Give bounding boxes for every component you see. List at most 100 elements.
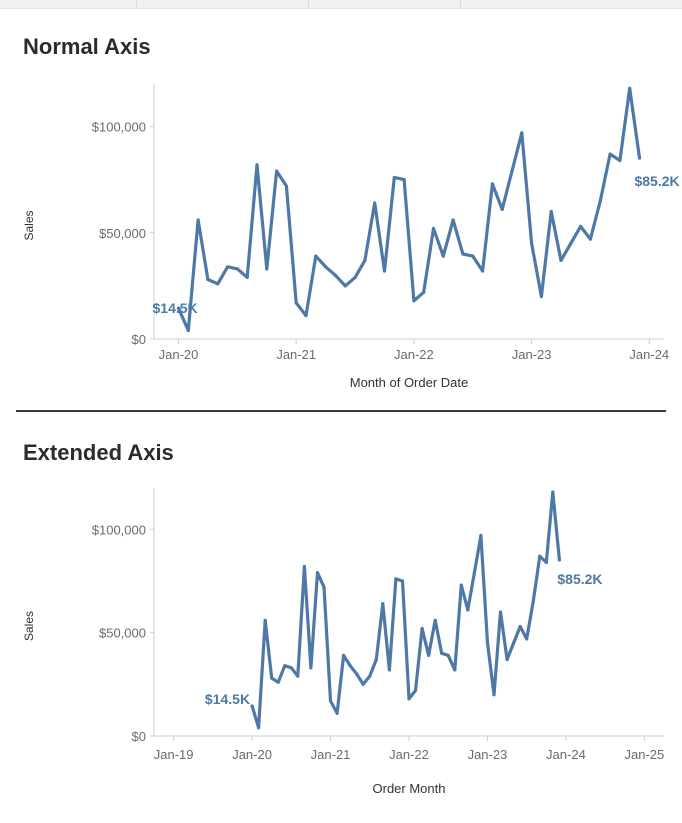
data-point[interactable] [361, 682, 365, 686]
sales-line[interactable] [250, 490, 562, 730]
sales-line[interactable] [176, 86, 642, 333]
data-point[interactable] [294, 301, 298, 305]
data-point[interactable] [539, 294, 544, 299]
data-point[interactable] [479, 533, 483, 538]
data-point[interactable] [381, 602, 385, 606]
data-point[interactable] [431, 226, 436, 231]
data-point[interactable] [353, 275, 357, 279]
data-point[interactable] [373, 201, 377, 205]
data-point[interactable] [368, 674, 372, 678]
data-point[interactable] [382, 269, 387, 273]
data-point[interactable] [525, 637, 529, 641]
data-point[interactable] [618, 158, 622, 163]
data-point[interactable] [538, 554, 542, 558]
extended-axis-chart[interactable]: $0 $50,000 $100,000 Jan-19 Jan-20 Jan-21 Jan-2… [0, 414, 682, 823]
data-point[interactable] [335, 711, 339, 715]
data-point[interactable] [324, 265, 328, 269]
data-point[interactable] [500, 207, 504, 211]
data-point[interactable] [283, 664, 287, 668]
data-point[interactable] [588, 237, 593, 241]
data-point[interactable] [348, 664, 352, 668]
data-point[interactable] [328, 699, 333, 703]
data-point[interactable] [598, 199, 602, 203]
data-point[interactable] [472, 571, 476, 575]
data-point[interactable] [518, 624, 522, 629]
data-point[interactable] [505, 657, 509, 662]
data-point[interactable] [420, 626, 424, 631]
data-point[interactable] [257, 726, 261, 730]
data-point[interactable] [498, 610, 503, 614]
data-point[interactable] [296, 674, 300, 678]
data-point[interactable] [637, 156, 642, 160]
data-point[interactable] [343, 284, 347, 288]
data-point[interactable] [196, 218, 200, 222]
data-point[interactable] [579, 224, 583, 228]
data-point[interactable] [446, 653, 450, 657]
data-point[interactable] [304, 314, 308, 318]
data-point[interactable] [206, 277, 210, 282]
data-point[interactable] [186, 328, 190, 333]
data-point[interactable] [441, 254, 445, 258]
data-point[interactable] [628, 86, 632, 90]
data-point[interactable] [510, 169, 514, 173]
data-point[interactable] [412, 299, 416, 303]
data-point[interactable] [413, 688, 418, 693]
data-point[interactable] [289, 666, 293, 670]
data-point[interactable] [466, 608, 470, 612]
data-point[interactable] [490, 182, 494, 186]
data-point[interactable] [270, 676, 274, 680]
data-point[interactable] [226, 265, 230, 269]
data-point[interactable] [265, 267, 269, 271]
data-point[interactable] [315, 571, 320, 575]
data-point[interactable] [394, 577, 398, 581]
data-point[interactable] [276, 680, 280, 684]
data-point[interactable] [302, 564, 306, 569]
data-point[interactable] [459, 583, 463, 587]
data-point[interactable] [530, 241, 534, 245]
data-point[interactable] [520, 131, 524, 135]
data-point[interactable] [559, 258, 563, 262]
data-point[interactable] [355, 672, 359, 676]
data-point[interactable] [453, 668, 457, 672]
data-point[interactable] [284, 184, 288, 188]
data-point[interactable] [176, 306, 181, 310]
data-point[interactable] [511, 641, 516, 645]
data-point[interactable] [309, 666, 313, 670]
data-point[interactable] [485, 641, 490, 645]
data-point[interactable] [461, 252, 465, 256]
data-point[interactable] [400, 579, 405, 583]
data-point[interactable] [422, 290, 426, 294]
data-point[interactable] [342, 653, 346, 657]
data-point[interactable] [333, 273, 337, 277]
data-point[interactable] [275, 169, 279, 173]
data-point[interactable] [551, 490, 555, 494]
data-point[interactable] [263, 618, 267, 622]
data-point[interactable] [392, 175, 396, 180]
data-point[interactable] [402, 178, 406, 182]
data-point[interactable] [322, 585, 326, 589]
data-point[interactable] [235, 267, 239, 271]
data-point[interactable] [440, 651, 444, 655]
data-point[interactable] [471, 254, 475, 258]
data-point[interactable] [374, 657, 378, 662]
data-point[interactable] [557, 558, 562, 562]
data-point[interactable] [216, 282, 220, 286]
data-point[interactable] [492, 693, 496, 697]
data-point[interactable] [481, 269, 485, 273]
data-point[interactable] [245, 275, 249, 279]
data-point[interactable] [549, 209, 553, 214]
data-point[interactable] [387, 668, 391, 672]
data-point[interactable] [427, 653, 431, 657]
data-point[interactable] [451, 218, 455, 222]
data-point[interactable] [255, 163, 259, 167]
data-point[interactable] [569, 241, 573, 245]
data-point[interactable] [314, 254, 318, 258]
data-point[interactable] [433, 618, 437, 622]
data-point[interactable] [363, 258, 367, 262]
normal-axis-chart[interactable]: $0 $50,000 $100,000 Jan-20 Jan-21 Jan-22 Jan-2… [0, 8, 682, 408]
data-point[interactable] [531, 600, 535, 604]
data-point[interactable] [544, 560, 548, 564]
data-point[interactable] [250, 704, 254, 708]
data-point[interactable] [407, 697, 411, 701]
data-point[interactable] [608, 152, 612, 156]
